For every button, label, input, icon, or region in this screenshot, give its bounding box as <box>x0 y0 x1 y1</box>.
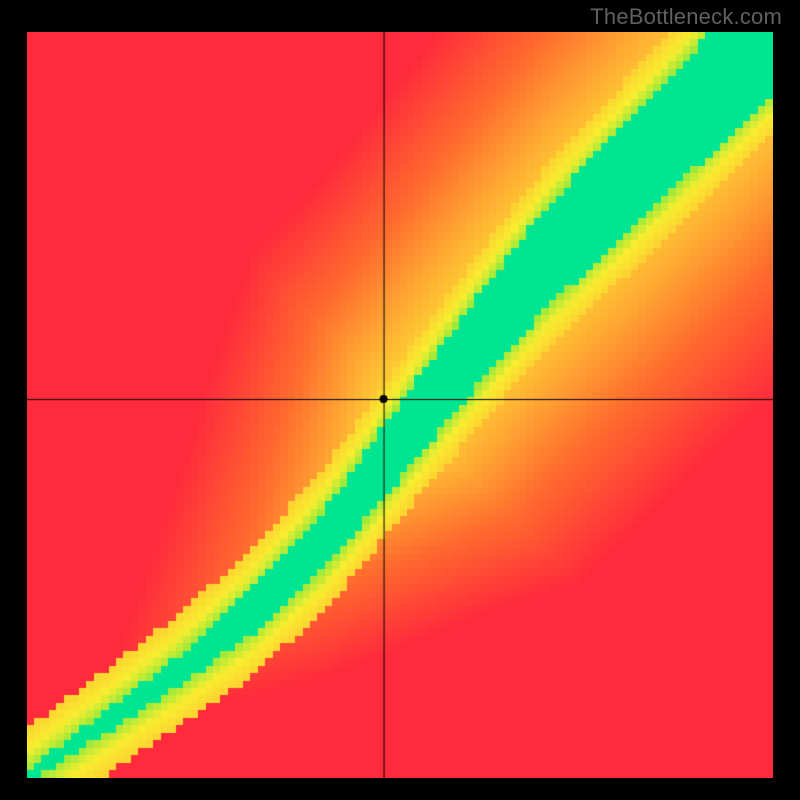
watermark-text: TheBottleneck.com <box>590 4 782 30</box>
heatmap-canvas <box>27 32 773 778</box>
plot-frame <box>27 32 773 778</box>
chart-container: TheBottleneck.com <box>0 0 800 800</box>
